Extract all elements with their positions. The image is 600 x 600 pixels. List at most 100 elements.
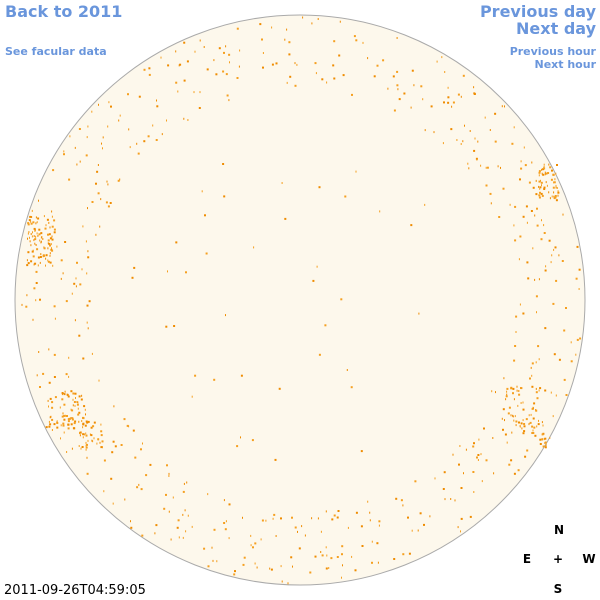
facula (494, 112, 497, 115)
facula (378, 524, 380, 527)
facula (464, 124, 465, 127)
facula (98, 103, 99, 106)
facula (30, 260, 33, 263)
facula (211, 546, 213, 549)
facula (330, 557, 333, 560)
facula (342, 74, 345, 77)
next-hour-link[interactable]: Next hour (534, 58, 597, 71)
facula (522, 408, 525, 411)
facula (557, 194, 559, 197)
facula (526, 221, 528, 224)
facula (102, 446, 103, 449)
facula (47, 247, 49, 250)
facula (39, 386, 41, 388)
facula (48, 381, 51, 384)
facula (520, 160, 522, 163)
facula (338, 54, 341, 57)
facula (297, 530, 298, 533)
solar-disc (14, 14, 586, 586)
facula (341, 576, 342, 579)
facula (191, 395, 193, 398)
facula (49, 423, 52, 426)
facula (493, 472, 495, 475)
facula (544, 389, 547, 392)
facula (85, 413, 86, 416)
facula (360, 450, 363, 453)
facula (378, 520, 381, 523)
facula (538, 196, 541, 199)
previous-day-link[interactable]: Previous day (479, 2, 596, 21)
facula (226, 94, 229, 97)
facula (118, 119, 120, 122)
facula (155, 139, 158, 141)
facula (222, 163, 225, 165)
facular-link[interactable]: See facular data (5, 45, 107, 58)
facula (468, 167, 470, 170)
facula (501, 417, 503, 420)
facula (160, 56, 162, 59)
facula (50, 243, 52, 246)
facula (45, 264, 46, 267)
facula (354, 569, 357, 572)
facula (168, 475, 170, 477)
facula (34, 229, 36, 232)
facula (87, 420, 90, 423)
facula (47, 239, 50, 242)
facula (149, 463, 152, 466)
facula (424, 129, 426, 132)
facula (250, 544, 252, 547)
facula (541, 421, 543, 424)
facula (325, 567, 328, 570)
facula (182, 536, 184, 539)
facula (183, 482, 185, 485)
facula (443, 471, 446, 474)
facula (112, 440, 115, 443)
facula (576, 245, 579, 248)
facula (212, 559, 214, 562)
next-day-link[interactable]: Next day (516, 19, 596, 38)
facula (369, 511, 371, 514)
facula (506, 393, 508, 396)
facula (100, 434, 103, 437)
facula (511, 431, 513, 434)
facula (38, 199, 39, 202)
facula (325, 510, 327, 513)
facula (430, 105, 433, 108)
facula (286, 81, 288, 84)
facula (485, 459, 488, 462)
back-link[interactable]: Back to 2011 (5, 2, 123, 21)
facula (128, 128, 130, 131)
facula (504, 433, 507, 436)
facula (63, 150, 65, 153)
facula (547, 172, 550, 174)
facula (535, 295, 538, 298)
facula (27, 232, 29, 235)
facula (552, 302, 555, 305)
facula (550, 391, 552, 394)
facula (517, 469, 520, 472)
facula (79, 431, 82, 434)
facula (513, 472, 516, 475)
facula (86, 472, 89, 475)
facula (362, 41, 364, 44)
previous-hour-link[interactable]: Previous hour (509, 45, 596, 58)
facula (225, 314, 226, 317)
facula (518, 390, 520, 392)
facula (36, 374, 38, 377)
facula (48, 425, 51, 428)
facula (476, 158, 478, 161)
facula (545, 265, 547, 268)
facula (67, 423, 70, 426)
facula (377, 561, 379, 564)
facula (553, 181, 556, 184)
facula (45, 257, 47, 260)
facula (513, 224, 515, 227)
facula (481, 480, 483, 483)
facula (182, 490, 185, 493)
facula (261, 38, 263, 41)
facula (242, 563, 245, 566)
facula (175, 81, 178, 84)
facula (152, 124, 154, 127)
facula (242, 516, 243, 519)
facula (69, 135, 71, 138)
